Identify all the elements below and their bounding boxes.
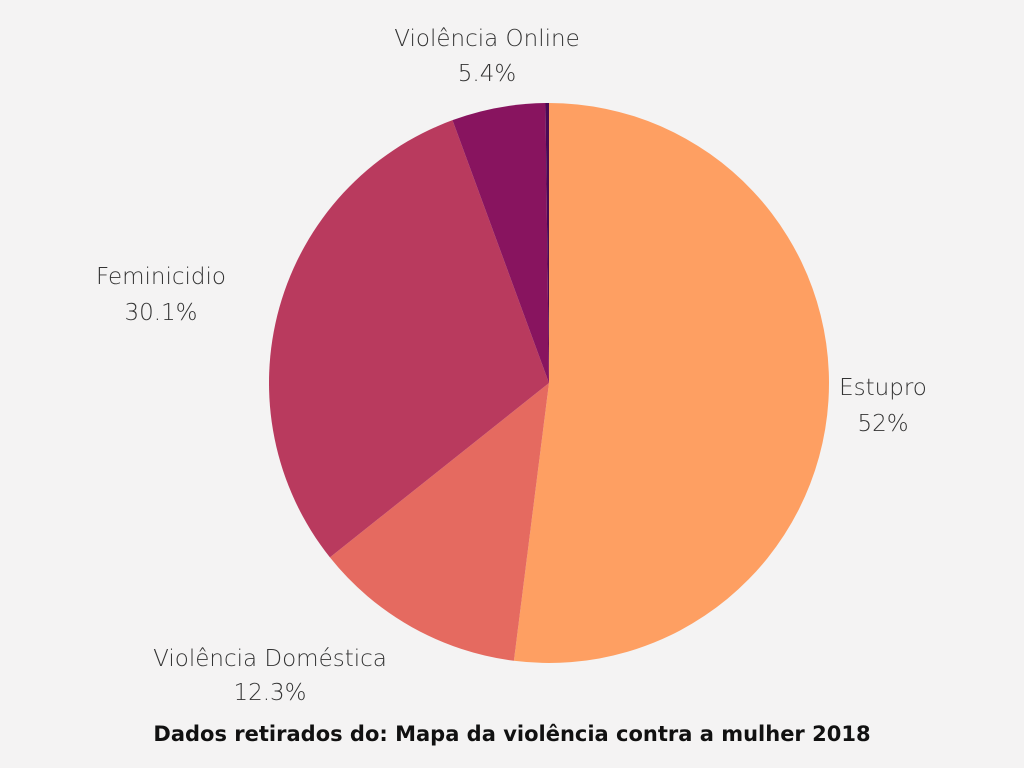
pie-slices <box>269 103 829 663</box>
slice-label-estupro: Estupro 52% <box>839 375 927 437</box>
slice-label-feminicidio-name: Feminicidio <box>96 264 226 290</box>
source-caption: Dados retirados do: Mapa da violência co… <box>0 722 1024 746</box>
slice-label-estupro-value: 52% <box>857 411 908 437</box>
slice-label-violencia-domestica-value: 12.3% <box>233 680 306 706</box>
slice-label-violencia-online: Violência Online 5.4% <box>394 26 579 87</box>
slice-label-violencia-domestica: Violência Doméstica 12.3% <box>153 646 387 706</box>
pie-slice-estupro <box>514 103 829 663</box>
slice-label-violencia-online-value: 5.4% <box>458 61 516 87</box>
slice-label-violencia-online-name: Violência Online <box>394 26 579 52</box>
slice-label-feminicidio: Feminicidio 30.1% <box>96 264 226 326</box>
slice-label-violencia-domestica-name: Violência Doméstica <box>153 646 387 672</box>
slice-label-feminicidio-value: 30.1% <box>124 300 197 326</box>
slice-label-estupro-name: Estupro <box>839 375 927 401</box>
